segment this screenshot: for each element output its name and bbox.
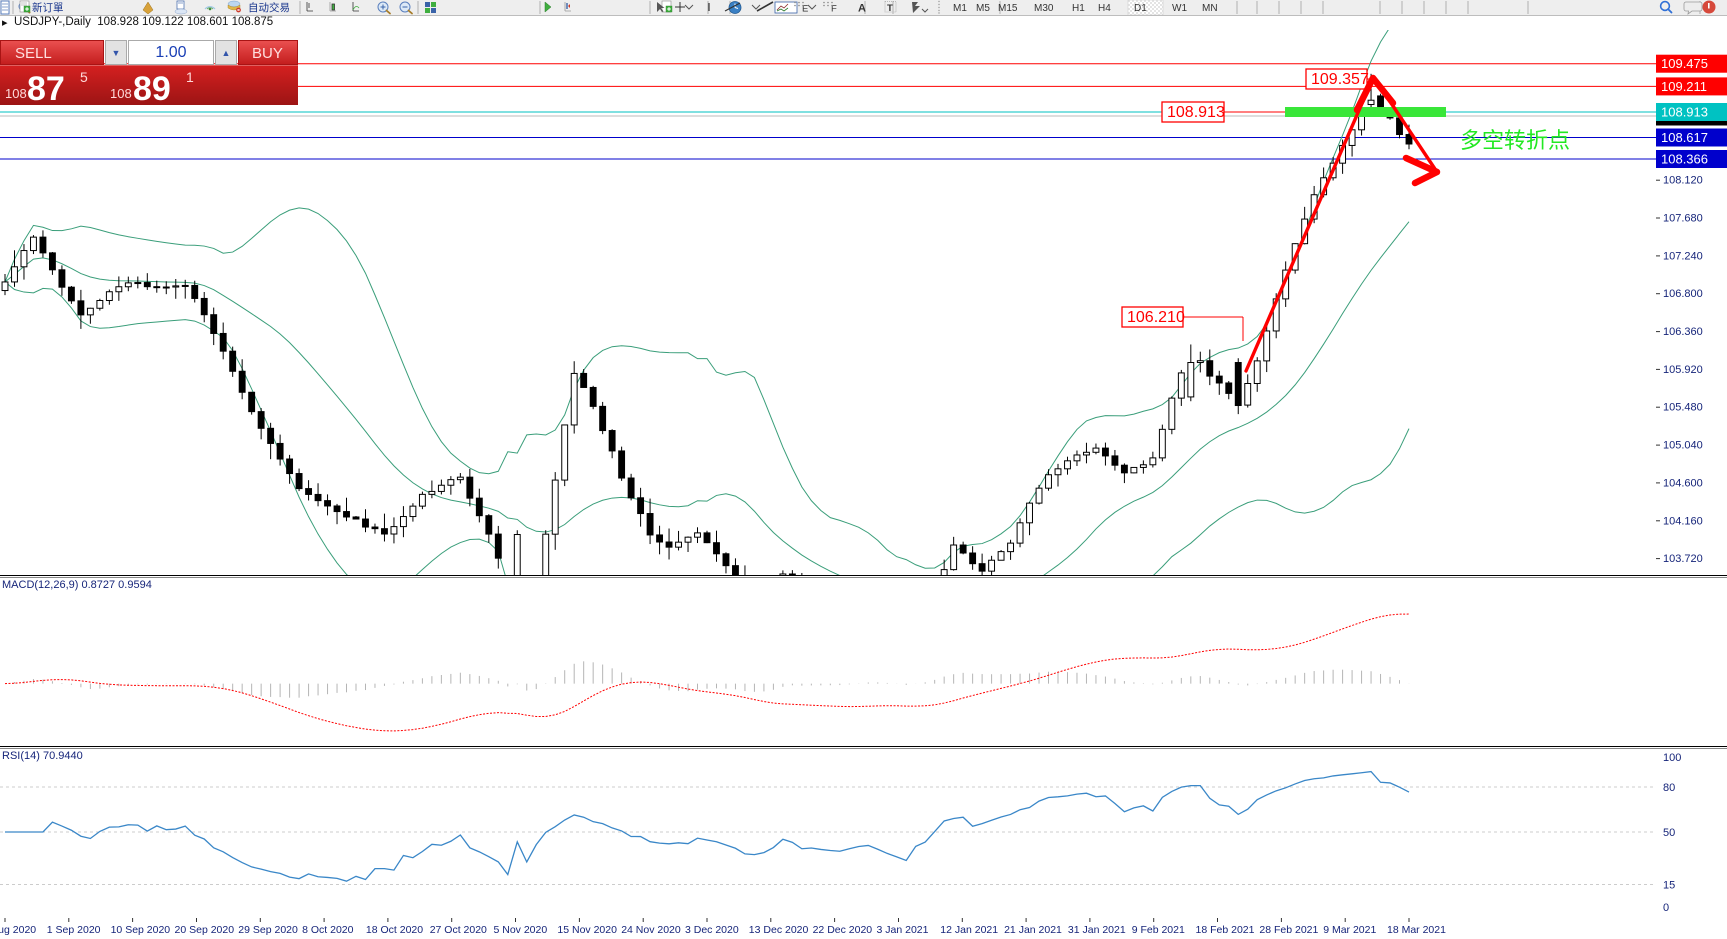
svg-text:自动交易: 自动交易 [248,1,290,14]
svg-text:105.920: 105.920 [1663,364,1703,376]
svg-text:新订單: 新订單 [32,1,64,14]
svg-text:0: 0 [1663,902,1669,914]
svg-text:M30: M30 [1034,3,1054,14]
svg-text:22 Dec 2020: 22 Dec 2020 [813,924,873,936]
svg-text:105.040: 105.040 [1663,440,1703,452]
svg-text:106.210: 106.210 [1127,309,1185,326]
svg-text:108.913: 108.913 [1661,105,1708,120]
svg-text:27 Oct 2020: 27 Oct 2020 [430,924,487,936]
svg-text:H1: H1 [1072,3,1085,14]
svg-text:3 Dec 2020: 3 Dec 2020 [685,924,739,936]
svg-text:28 Feb 2021: 28 Feb 2021 [1259,924,1318,936]
svg-text:108.120: 108.120 [1663,175,1703,187]
svg-text:107.680: 107.680 [1663,213,1703,225]
svg-text:80: 80 [1663,782,1675,794]
svg-text:13 Dec 2020: 13 Dec 2020 [749,924,809,936]
svg-text:15 Nov 2020: 15 Nov 2020 [557,924,617,936]
svg-text:T: T [887,3,893,14]
svg-text:105.480: 105.480 [1663,402,1703,414]
svg-text:50: 50 [1663,827,1675,839]
svg-text:108.913: 108.913 [1167,104,1225,121]
svg-text:108.617: 108.617 [1661,130,1708,145]
svg-text:9 Feb 2021: 9 Feb 2021 [1132,924,1185,936]
svg-text:多空转折点: 多空转折点 [1460,128,1570,153]
svg-text:103.720: 103.720 [1663,553,1703,565]
svg-text:12 Jan 2021: 12 Jan 2021 [940,924,998,936]
svg-text:108.366: 108.366 [1661,152,1708,167]
svg-text:104.160: 104.160 [1663,515,1703,527]
svg-text:M5: M5 [976,3,990,14]
svg-text:29 Sep 2020: 29 Sep 2020 [238,924,298,936]
svg-text:15: 15 [1663,880,1675,892]
svg-text:A: A [858,3,866,15]
svg-text:W1: W1 [1172,3,1187,14]
svg-text:104.600: 104.600 [1663,477,1703,489]
svg-text:18 Oct 2020: 18 Oct 2020 [366,924,423,936]
svg-text:10 Sep 2020: 10 Sep 2020 [111,924,171,936]
svg-text:18 Mar 2021: 18 Mar 2021 [1387,924,1446,936]
svg-text:M15: M15 [998,3,1018,14]
svg-text:D1: D1 [1134,3,1147,14]
svg-text:18 Feb 2021: 18 Feb 2021 [1196,924,1255,936]
svg-text:M1: M1 [953,3,967,14]
svg-text:107.240: 107.240 [1663,250,1703,262]
svg-text:3 Jan 2021: 3 Jan 2021 [877,924,929,936]
svg-text:100: 100 [1663,752,1681,764]
svg-text:5 Nov 2020: 5 Nov 2020 [494,924,548,936]
svg-text:3 Aug 2020: 3 Aug 2020 [0,924,36,936]
svg-text:8 Oct 2020: 8 Oct 2020 [302,924,354,936]
svg-text:106.800: 106.800 [1663,288,1703,300]
svg-text:24 Nov 2020: 24 Nov 2020 [621,924,681,936]
svg-text:20 Sep 2020: 20 Sep 2020 [175,924,235,936]
svg-text:21 Jan 2021: 21 Jan 2021 [1004,924,1062,936]
svg-text:MN: MN [1202,3,1218,14]
svg-text:9 Mar 2021: 9 Mar 2021 [1323,924,1376,936]
svg-text:31 Jan 2021: 31 Jan 2021 [1068,924,1126,936]
svg-text:1 Sep 2020: 1 Sep 2020 [47,924,101,936]
svg-text:H4: H4 [1098,3,1111,14]
svg-text:106.360: 106.360 [1663,326,1703,338]
